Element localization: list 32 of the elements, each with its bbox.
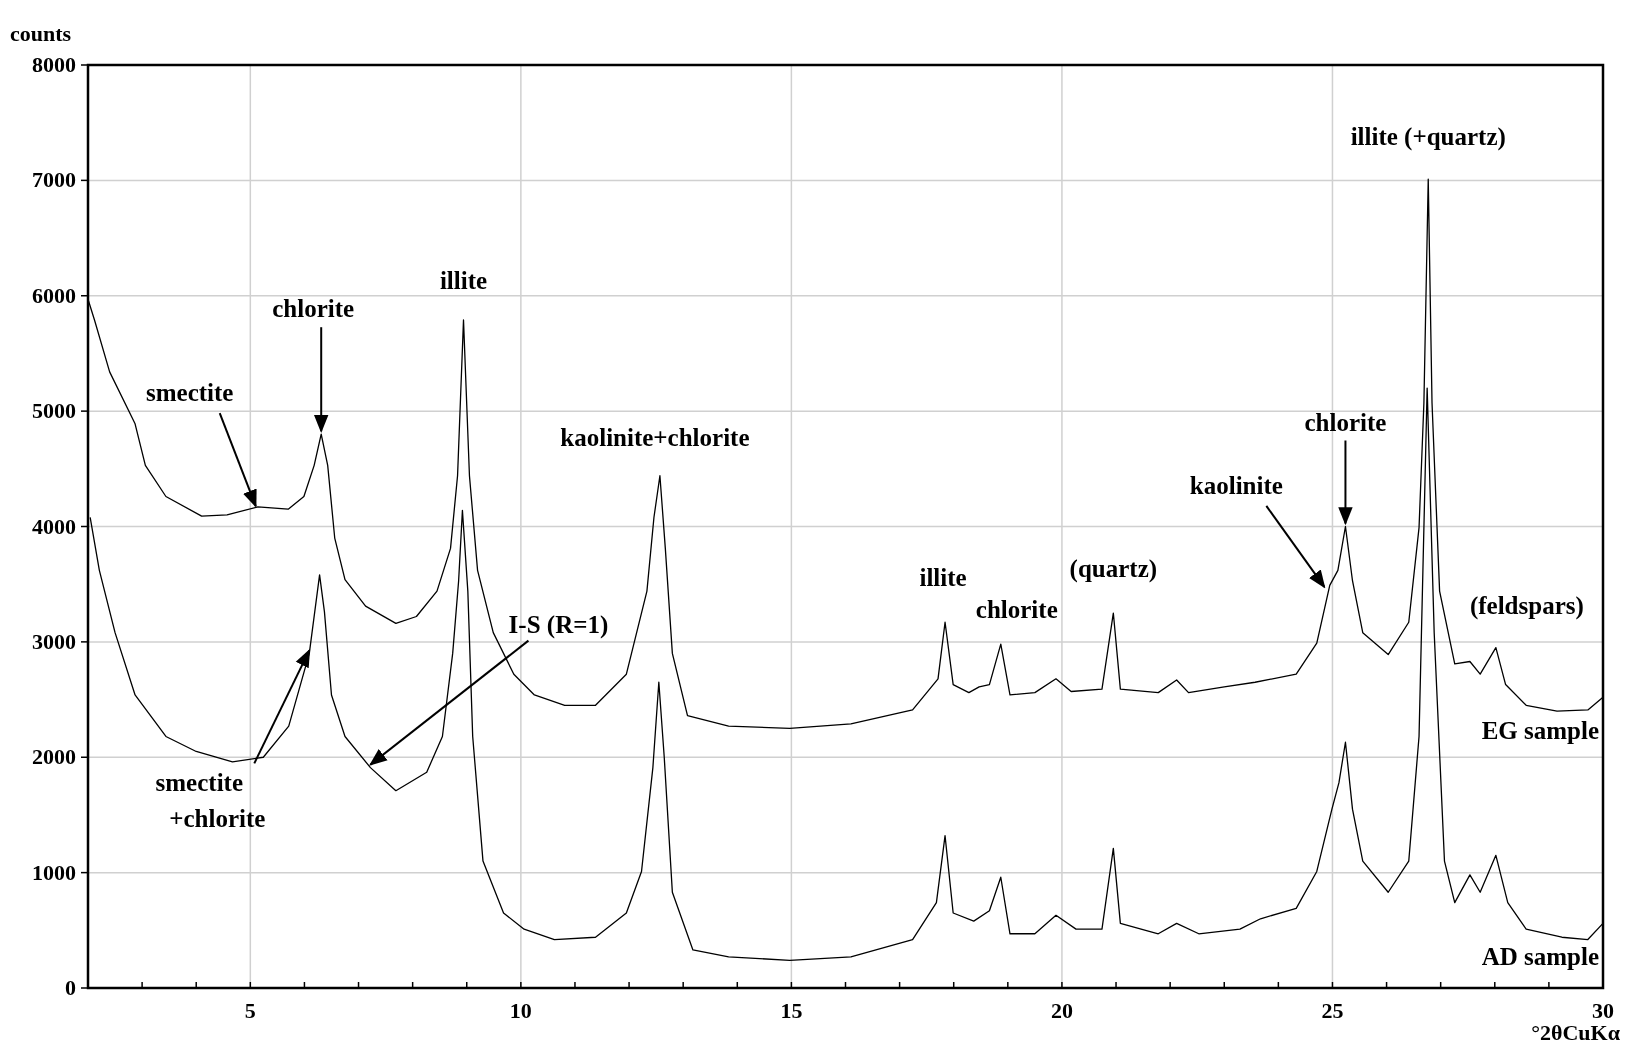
annotation: illite (+quartz): [1350, 123, 1506, 152]
x-tick-label: 20: [1050, 998, 1073, 1023]
annotation: kaolinite: [1189, 471, 1283, 499]
annotation: kaolinite+chlorite: [560, 423, 750, 451]
x-tick-label: 15: [780, 998, 803, 1023]
x-tick-label: 5: [244, 998, 256, 1023]
annotation: (feldspars): [1469, 591, 1584, 620]
x-tick-label: 10: [509, 998, 532, 1023]
y-tick-label: 7000: [32, 167, 76, 193]
y-tick-label: 4000: [32, 513, 76, 539]
y-tick-label: 2000: [32, 744, 76, 770]
y-tick-label: 0: [65, 975, 76, 1000]
x-tick-label: 30: [1592, 998, 1614, 1023]
annotation: chlorite: [1304, 408, 1387, 436]
y-tick-label: 6000: [32, 282, 76, 308]
y-tick-label: 3000: [32, 628, 76, 654]
y-tick-label: 8000: [32, 52, 76, 77]
annotation: (quartz): [1069, 555, 1158, 584]
x-tick-label: 25: [1321, 998, 1344, 1023]
annotation: illite: [439, 266, 488, 294]
y-axis-title: counts: [10, 21, 72, 46]
y-tick-label: 5000: [32, 398, 76, 424]
y-tick-label: 1000: [32, 859, 76, 885]
annotation: illite: [919, 564, 967, 592]
annotation: I-S (R=1): [508, 610, 609, 639]
series-label: EG sample: [1481, 717, 1599, 745]
annotation: smectite +chlorite: [155, 769, 266, 833]
annotation: smectite: [146, 379, 234, 407]
annotation: chlorite: [272, 295, 355, 323]
x-axis-title: °2θCuKα: [1531, 1020, 1621, 1045]
series-label: AD sample: [1481, 943, 1599, 971]
annotation: chlorite: [975, 596, 1058, 624]
